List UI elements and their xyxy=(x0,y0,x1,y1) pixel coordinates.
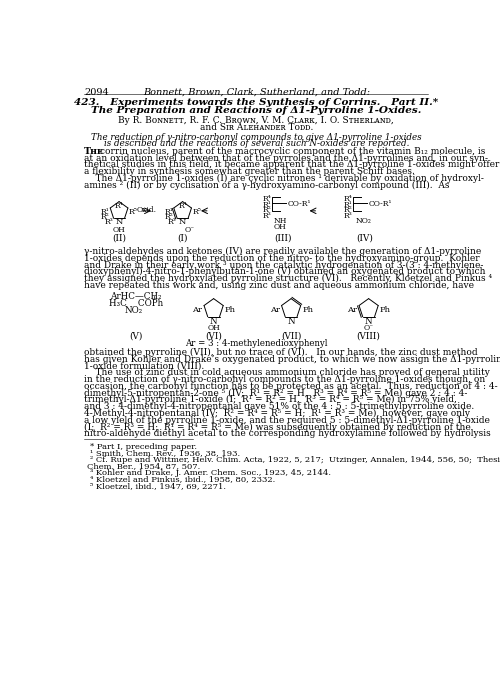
Text: has given Kohler and Drake’s oxygenated product, to which we now assign the Δ1-p: has given Kohler and Drake’s oxygenated … xyxy=(84,354,500,364)
Text: R⁴: R⁴ xyxy=(344,196,352,204)
Text: 423.   Experiments towards the Synthesis of Corrins.   Part II.*: 423. Experiments towards the Synthesis o… xyxy=(74,98,438,107)
Text: R³: R³ xyxy=(168,219,176,226)
Text: Ar: Ar xyxy=(348,306,358,314)
Text: By R. Bᴏɴɴᴇᴛᴛ, R. F. C. Bʀᴏᴡɴ, V. M. Cʟᴀʀᴋ, I. O. Sᴛʜᴇʀʟᴀɴᴅ,: By R. Bᴏɴɴᴇᴛᴛ, R. F. C. Bʀᴏᴡɴ, V. M. Cʟᴀ… xyxy=(118,116,394,125)
Text: Bonnett, Brown, Clark, Sutherland, and Todd:: Bonnett, Brown, Clark, Sutherland, and T… xyxy=(143,88,370,96)
Text: R¹: R¹ xyxy=(100,208,110,216)
Text: amines ² (II) or by cyclisation of a γ-hydroxyamino-carbonyl compound (III).  As: amines ² (II) or by cyclisation of a γ-h… xyxy=(84,181,450,190)
Text: R¹: R¹ xyxy=(262,201,271,209)
Text: OH: OH xyxy=(208,325,220,333)
Text: Ph: Ph xyxy=(380,306,391,314)
Text: R²: R² xyxy=(164,213,173,221)
Text: N: N xyxy=(116,219,123,226)
Text: in the reduction of γ-nitro-carbonyl compounds to the Δ1-pyrroline 1-oxides thou: in the reduction of γ-nitro-carbonyl com… xyxy=(84,375,485,384)
Text: Tʜᴇ: Tʜᴇ xyxy=(84,147,104,156)
Text: 1-oxide formulation (VIII).: 1-oxide formulation (VIII). xyxy=(84,361,204,371)
Text: NO₂: NO₂ xyxy=(124,306,143,315)
Text: H₃C    COPh: H₃C COPh xyxy=(109,299,163,308)
Text: a low yield of the pyrroline 1-oxide, and the required 5 : 5-dimethyl-Δ1-pyrroli: a low yield of the pyrroline 1-oxide, an… xyxy=(84,416,490,424)
Text: ³ Kohler and Drake, J. Amer. Chem. Soc., 1923, 45, 2144.: ³ Kohler and Drake, J. Amer. Chem. Soc.,… xyxy=(90,469,332,477)
Text: 1-oxides depends upon the reduction of the nitro- to the hydroxyamino-group.  Ko: 1-oxides depends upon the reduction of t… xyxy=(84,254,480,263)
Text: thetical studies in this field, it became apparent that the Δ1-pyrroline 1-oxide: thetical studies in this field, it becam… xyxy=(84,160,500,170)
Text: occasion, the carbonyl function has to be protected as an acetal.  Thus, reducti: occasion, the carbonyl function has to b… xyxy=(84,382,498,391)
Text: 4-Methyl-4-nitropentanal (IV;  R² = R⁴ = R⁵ = H;  R¹ = R³ = Me), however, gave o: 4-Methyl-4-nitropentanal (IV; R² = R⁴ = … xyxy=(84,409,470,418)
Text: (V): (V) xyxy=(130,332,143,341)
Text: have repeated this work and, using zinc dust and aqueous ammonium chloride, have: have repeated this work and, using zinc … xyxy=(84,281,474,290)
Text: Chem. Ber., 1954, 87, 507.: Chem. Ber., 1954, 87, 507. xyxy=(88,462,200,471)
Text: R²: R² xyxy=(344,206,352,214)
Text: R³: R³ xyxy=(344,212,352,219)
Text: (IV): (IV) xyxy=(356,234,373,243)
Text: CO-R¹: CO-R¹ xyxy=(287,200,311,208)
Text: Ar: Ar xyxy=(192,306,202,314)
Text: Ph: Ph xyxy=(225,306,236,314)
Text: R²: R² xyxy=(100,213,110,221)
Text: (VII): (VII) xyxy=(281,332,301,341)
Text: corrin nucleus, parent of the macrocyclic component of the vitamin B₁₂ molecule,: corrin nucleus, parent of the macrocycli… xyxy=(98,147,486,156)
Text: R²: R² xyxy=(262,206,271,214)
Text: and Drake in their early work ³ upon the catalytic hydrogenation of 3-(3 : 4-met: and Drake in their early work ³ upon the… xyxy=(84,261,483,270)
Text: N: N xyxy=(288,316,295,326)
Text: is described and the reactions of several such N-oxides are reported.: is described and the reactions of severa… xyxy=(104,139,409,148)
Text: The Preparation and Reactions of Δ1-Pyrroline 1-Oxides.: The Preparation and Reactions of Δ1-Pyrr… xyxy=(91,106,422,115)
Text: CO-R¹: CO-R¹ xyxy=(368,200,392,208)
Text: (III): (III) xyxy=(274,234,292,243)
Text: OH: OH xyxy=(112,226,126,234)
Text: NH: NH xyxy=(274,217,287,225)
Text: (I): (I) xyxy=(178,234,188,243)
Text: ⁴ Kloetzel and Pinkus, ibid., 1958, 80, 2332.: ⁴ Kloetzel and Pinkus, ibid., 1958, 80, … xyxy=(90,476,276,483)
Text: R⁴: R⁴ xyxy=(114,202,124,210)
Text: a flexibility in synthesis somewhat greater than the parent Schiff bases.: a flexibility in synthesis somewhat grea… xyxy=(84,167,415,177)
Text: (VIII): (VIII) xyxy=(356,332,380,341)
Text: N: N xyxy=(365,316,372,326)
Text: γ-nitro-aldehydes and ketones (IV) are readily available the generation of Δ1-py: γ-nitro-aldehydes and ketones (IV) are r… xyxy=(84,247,481,256)
Text: ² Cf. Rupe and Wittmer, Helv. Chim. Acta, 1922, 5, 217;  Utzinger, Annalen, 1944: ² Cf. Rupe and Wittmer, Helv. Chim. Acta… xyxy=(90,456,500,464)
Text: 2094: 2094 xyxy=(84,88,109,96)
Text: at an oxidation level between that of the pyrroles and the Δ1-pyrrolines and, in: at an oxidation level between that of th… xyxy=(84,153,488,163)
Text: R¹: R¹ xyxy=(344,201,352,209)
Text: ArHC—CH₂: ArHC—CH₂ xyxy=(110,292,162,301)
Text: R³: R³ xyxy=(104,219,113,226)
Text: OH: OH xyxy=(274,223,287,231)
Text: and Sɪʀ Aʟᴇʜᴀɴᴅᴇʀ Tᴏᴅᴅ.: and Sɪʀ Aʟᴇʜᴀɴᴅᴇʀ Tᴏᴅᴅ. xyxy=(200,123,313,132)
Text: trimethyl-Δ1-pyrroline 1-oxide (I;  R¹ = R² = H,  R³ = R⁴ = R⁵ = Me) in 75% yiel: trimethyl-Δ1-pyrroline 1-oxide (I; R¹ = … xyxy=(84,395,457,405)
Text: * Part I, preceding paper.: * Part I, preceding paper. xyxy=(90,443,198,451)
Text: O⁻: O⁻ xyxy=(364,325,374,333)
Text: (I;  R² = R³ = H;  R¹ = R⁴ = R⁵ = Me) was subsequently obtained by reduction of : (I; R² = R³ = H; R¹ = R⁴ = R⁵ = Me) was … xyxy=(84,422,471,432)
Text: The Δ1-pyrroline 1-oxides (I) are cyclic nitrones ¹ derivable by oxidation of hy: The Δ1-pyrroline 1-oxides (I) are cyclic… xyxy=(84,174,484,183)
Text: R¹: R¹ xyxy=(164,208,173,216)
Text: ¹ Smith, Chem. Rev., 1936, 38, 193.: ¹ Smith, Chem. Rev., 1936, 38, 193. xyxy=(90,449,240,458)
Text: R⁴: R⁴ xyxy=(178,202,187,210)
Text: N: N xyxy=(179,219,186,226)
Text: R³: R³ xyxy=(262,212,271,219)
Text: Ar = 3 : 4-methylenedioxyphenyl: Ar = 3 : 4-methylenedioxyphenyl xyxy=(185,339,328,348)
Text: O⁻: O⁻ xyxy=(185,226,195,234)
Text: they assigned the hydroxylated pyrroline structure (VI).   Recently, Kloetzel an: they assigned the hydroxylated pyrroline… xyxy=(84,274,492,283)
Text: ⁵ Kloetzel, ibid., 1947, 69, 2271.: ⁵ Kloetzel, ibid., 1947, 69, 2271. xyxy=(90,482,226,490)
Text: dimethyl-5-nitropentan-2-one ⁵ (IV;  R¹ = R² = H,  R³ = R⁴ = R⁵ = Me) gave 2 : 4: dimethyl-5-nitropentan-2-one ⁵ (IV; R¹ =… xyxy=(84,388,468,398)
Text: nitro-aldehyde diethyl acetal to the corresponding hydroxylamine followed by hyd: nitro-aldehyde diethyl acetal to the cor… xyxy=(84,429,491,438)
Text: N: N xyxy=(210,316,218,326)
Text: obtained the pyrroline (VII), but no trace of (VI).   In our hands, the zinc dus: obtained the pyrroline (VII), but no tra… xyxy=(84,348,478,357)
Text: and 3 : 4-dimethyl-4-nitropentanal gave 51% of the 4 : 5 : 5-trimethylpyrroline : and 3 : 4-dimethyl-4-nitropentanal gave … xyxy=(84,402,474,411)
Text: Oxid.: Oxid. xyxy=(137,206,157,214)
Text: R⁴: R⁴ xyxy=(262,196,271,204)
Text: The reduction of γ-nitro-carbonyl compounds to give Δ1-pyrroline 1-oxides: The reduction of γ-nitro-carbonyl compou… xyxy=(91,133,422,142)
Text: NO₂: NO₂ xyxy=(356,217,372,225)
Text: Ar: Ar xyxy=(270,306,280,314)
Text: The use of zinc dust in cold aqueous ammonium chloride has proved of general uti: The use of zinc dust in cold aqueous amm… xyxy=(84,368,490,378)
Text: dioxyphenyl)-4-nitro-1-phenylbutan-1-one (V) obtained an oxygenated product to w: dioxyphenyl)-4-nitro-1-phenylbutan-1-one… xyxy=(84,268,485,276)
Text: R⁵: R⁵ xyxy=(192,208,201,216)
Text: Ph: Ph xyxy=(302,306,314,314)
Text: (VI): (VI) xyxy=(205,332,222,341)
Text: R⁵: R⁵ xyxy=(128,208,138,216)
Text: (II): (II) xyxy=(112,234,126,243)
